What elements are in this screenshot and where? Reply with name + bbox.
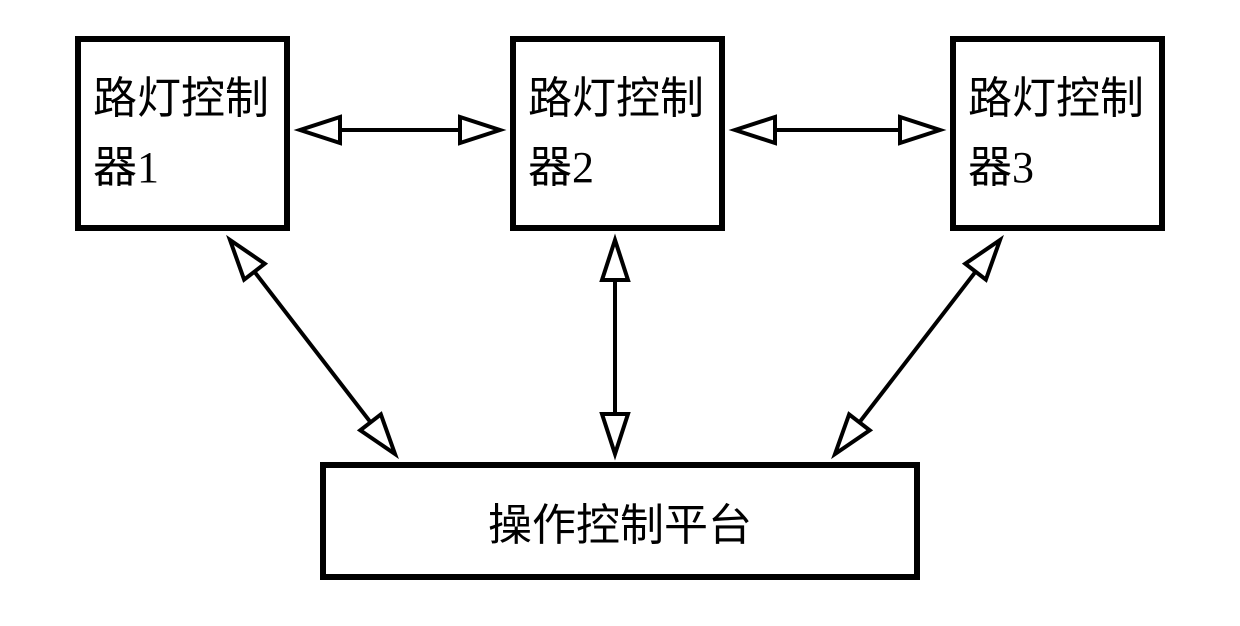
arrows-layer: [0, 0, 1240, 626]
